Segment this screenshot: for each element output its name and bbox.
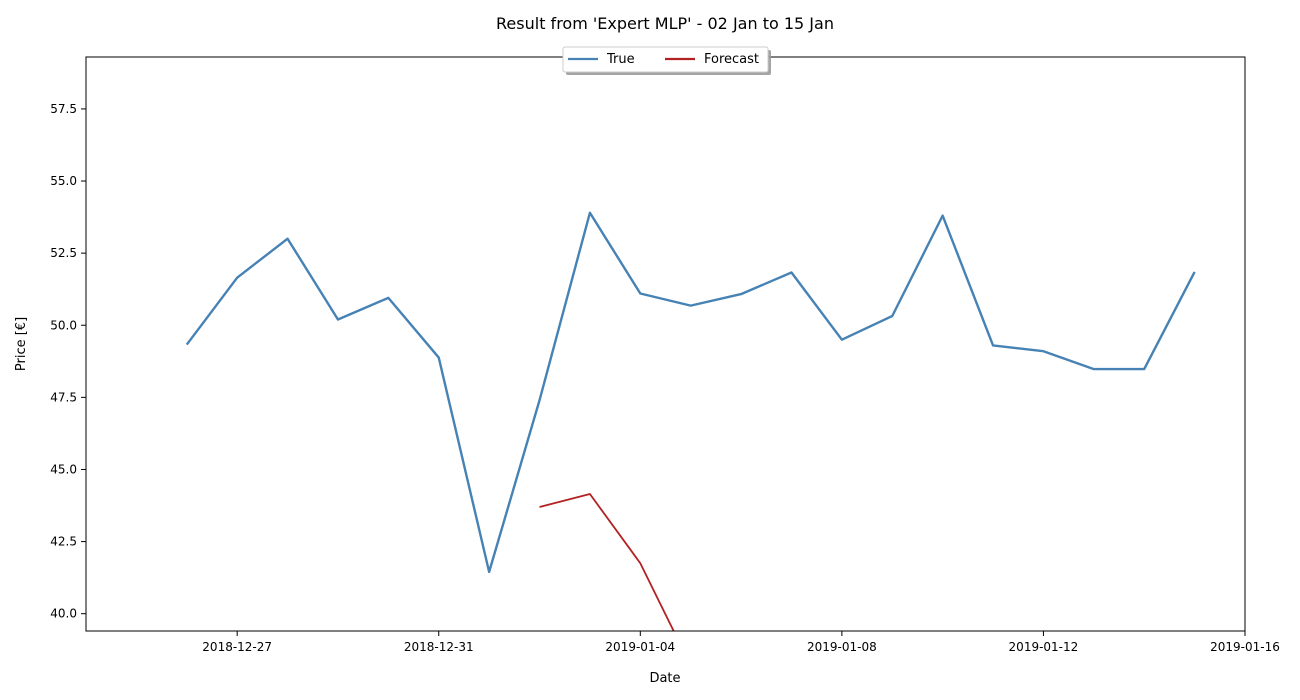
x-tick-label: 2019-01-12 xyxy=(1009,640,1079,654)
legend: True Forecast xyxy=(562,46,771,75)
y-tick-label: 42.5 xyxy=(50,535,77,549)
legend-label-forecast: Forecast xyxy=(704,52,759,67)
y-tick-label: 52.5 xyxy=(50,246,77,260)
x-tick-label: 2019-01-08 xyxy=(807,640,877,654)
y-tick-label: 50.0 xyxy=(50,318,77,332)
x-tick-label: 2019-01-04 xyxy=(605,640,675,654)
plot-frame xyxy=(85,56,1246,632)
x-axis-label: Date xyxy=(649,671,680,686)
x-tick-label: 2018-12-31 xyxy=(404,640,474,654)
series-line-forecast xyxy=(539,493,675,631)
y-tick-label: 57.5 xyxy=(50,102,77,116)
x-axis: 2018-12-27 2018-12-31 2019-01-04 2019-01-08… xyxy=(202,631,1280,654)
x-tick-label: 2018-12-27 xyxy=(202,640,272,654)
y-tick-label: 40.0 xyxy=(50,607,77,621)
y-tick-label: 55.0 xyxy=(50,174,77,188)
legend-label-true: True xyxy=(606,52,635,67)
x-tick-label: 2019-01-16 xyxy=(1210,640,1280,654)
series-layer xyxy=(185,211,1196,631)
y-axis-label: Price [€] xyxy=(14,317,29,371)
y-axis: 40.0 42.5 45.0 47.5 50.0 52.5 55.0 57.5 xyxy=(50,102,86,621)
y-tick-label: 45.0 xyxy=(50,462,77,476)
chart-title: Result from 'Expert MLP' - 02 Jan to 15 … xyxy=(496,14,834,33)
series-line-true xyxy=(185,211,1196,574)
y-tick-label: 47.5 xyxy=(50,390,77,404)
